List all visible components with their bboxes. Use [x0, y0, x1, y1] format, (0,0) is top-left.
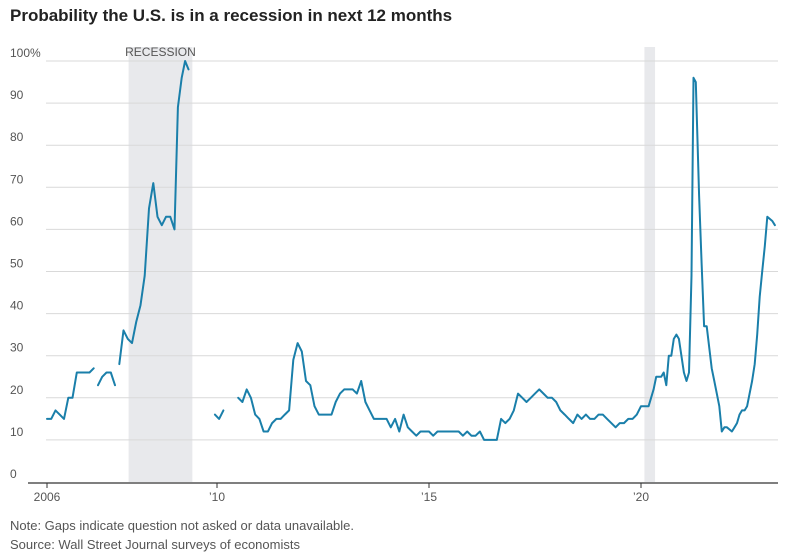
- footnote: Note: Gaps indicate question not asked o…: [10, 518, 355, 533]
- series-line-segment-3: [118, 60, 190, 366]
- y-tick-label-50: 50: [10, 257, 24, 271]
- y-axis-labels: 0 10 20 30 40 50 60 70 80 90 100%: [10, 46, 41, 481]
- y-tick-label-0: 0: [10, 467, 17, 481]
- y-tick-label-70: 70: [10, 172, 24, 186]
- y-tick-label-40: 40: [10, 299, 24, 313]
- source-note: Source: Wall Street Journal surveys of e…: [10, 537, 300, 552]
- y-tick-label-100: 100%: [10, 46, 41, 60]
- series-lines: [46, 60, 776, 441]
- series-line-segment-2: [97, 371, 116, 387]
- series-line-segment-4: [213, 409, 225, 420]
- x-tick-label-2015: ’15: [421, 490, 437, 504]
- y-tick-label-20: 20: [10, 383, 24, 397]
- y-tick-label-10: 10: [10, 425, 24, 439]
- x-axis: 2006 ’10 ’15 ’20: [28, 482, 778, 504]
- recession-label: RECESSION: [125, 45, 196, 59]
- recession-band-2: [644, 47, 656, 482]
- y-tick-label-60: 60: [10, 214, 24, 228]
- x-tick-label-2006: 2006: [34, 490, 61, 504]
- x-tick-label-2020: ’20: [633, 490, 649, 504]
- gridlines: [46, 60, 778, 441]
- y-tick-label-80: 80: [10, 130, 24, 144]
- series-line-segment-1: [46, 367, 95, 420]
- x-tick-label-2010: ’10: [209, 490, 225, 504]
- chart-title: Probability the U.S. is in a recession i…: [10, 6, 453, 25]
- recession-band-1: [128, 47, 193, 482]
- recession-bands: RECESSION: [125, 45, 656, 482]
- y-tick-label-30: 30: [10, 341, 24, 355]
- y-tick-label-90: 90: [10, 88, 24, 102]
- series-line-segment-5: [237, 76, 776, 441]
